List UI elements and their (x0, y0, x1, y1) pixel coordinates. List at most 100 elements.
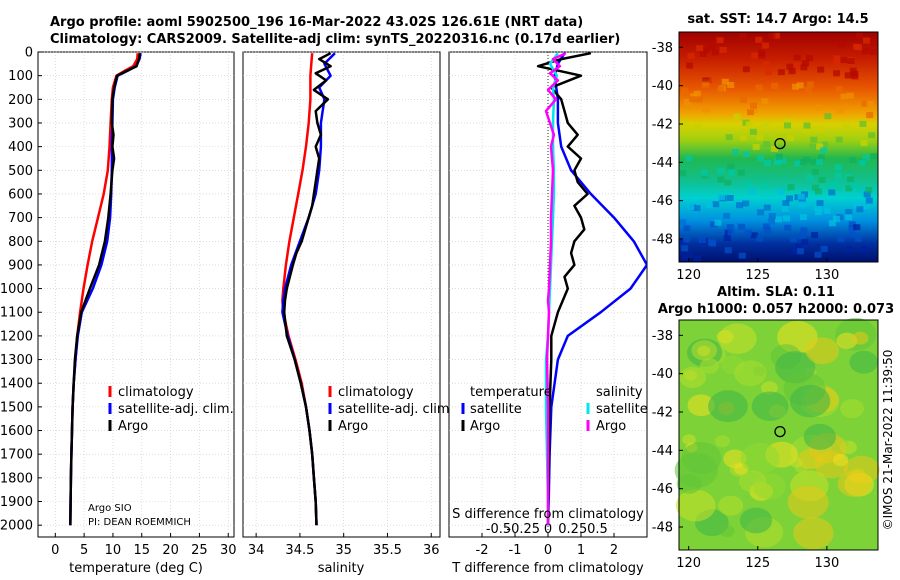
sla-blob (789, 457, 803, 468)
sst-pixel (739, 32, 747, 39)
sst-pixel (856, 206, 864, 213)
sst-pixel (708, 43, 716, 50)
sla-map-ticks: 120 125 130 -38 -40 -42 -44 -46 -48 (652, 329, 840, 571)
series-argo (69, 52, 142, 526)
sst-pixel (689, 96, 697, 103)
sst-pixel (685, 155, 693, 162)
sst-pixel (838, 41, 846, 48)
sst-pixel (764, 69, 772, 76)
difference-lines (536, 52, 647, 526)
sst-pixel (789, 236, 797, 243)
sst-pixel (783, 215, 790, 222)
sst-pixel (862, 154, 870, 161)
sst-pixel (772, 32, 780, 39)
series-s-satellite (544, 52, 559, 526)
depth-tick-label: 1100 (0, 306, 33, 321)
sst-pixel (745, 180, 753, 187)
sst-pixel (755, 84, 763, 91)
sst-pixel (682, 236, 690, 243)
sst-pixel (814, 204, 821, 211)
sst-pixel (745, 121, 753, 128)
sla-blob (718, 323, 757, 355)
xtick-label: 10 (105, 543, 122, 558)
argo-pi: PI: DEAN ROEMMICH (88, 517, 191, 528)
sst-pixel (835, 86, 843, 93)
sst-pixel (837, 236, 845, 243)
depth-tick-label: 300 (8, 116, 33, 131)
sst-pixel (803, 122, 811, 129)
sst-pixel (804, 86, 812, 93)
sst-pixel (727, 82, 735, 88)
sst-pixel (810, 136, 818, 143)
legend-argo: Argo (338, 419, 368, 434)
sla-blob (681, 442, 722, 475)
sst-pixel (834, 59, 841, 66)
legend-s-satellite: satellite (596, 402, 648, 417)
sst-pixel (793, 54, 801, 61)
sst-pixel (679, 170, 687, 177)
difference-panel: -2 -1 0 1 2 -0.5-0.25 0 0.25 0.5 temperature sa… (448, 51, 648, 576)
sst-pixel (859, 120, 867, 127)
sst-pixel (758, 49, 766, 56)
sst-pixel (738, 223, 746, 230)
sla-blob (676, 473, 702, 494)
xtick-label: 35 (335, 543, 352, 558)
sst-pixel (840, 57, 848, 63)
map-ytick-label: -40 (652, 367, 673, 382)
sst-pixel (784, 122, 791, 129)
sst-pixel (702, 77, 710, 84)
xtick-label: 0 (544, 543, 552, 558)
sst-pixel (809, 143, 817, 150)
sst-pixel (862, 203, 870, 210)
sst-pixel (835, 136, 843, 143)
sst-pixel (862, 48, 870, 55)
sst-pixel (845, 214, 853, 221)
map-ytick-label: -46 (652, 194, 673, 209)
sst-map-title: sat. SST: 14.7 Argo: 14.5 (687, 12, 868, 27)
sst-pixel (786, 63, 794, 70)
sla-blob (691, 340, 717, 361)
depth-tick-label: 1400 (0, 377, 33, 392)
legend-salinity-title: salinity (596, 385, 643, 400)
sst-pixel (761, 98, 769, 105)
depth-tick-label: 900 (8, 258, 33, 273)
figure-title-line1: Argo profile: aoml 5902500_196 16-Mar-20… (50, 15, 584, 30)
imos-credit: ©IMOS 21-Mar-2022 11:39:50 (881, 350, 895, 531)
temperature-axes-frame (37, 51, 235, 538)
map-ytick-label: -40 (652, 79, 673, 94)
sst-pixel (724, 179, 732, 186)
sst-pixel (738, 252, 746, 259)
map-ytick-label: -38 (652, 329, 673, 344)
sst-pixel (762, 223, 770, 230)
sla-blob (675, 489, 716, 522)
sst-pixel (721, 78, 729, 85)
sst-pixel (784, 224, 792, 231)
sla-map-frame (678, 319, 879, 551)
sst-pixel (814, 188, 822, 195)
sst-pixel (749, 128, 757, 135)
sst-pixel (750, 102, 757, 109)
sst-pixel (768, 32, 776, 39)
sst-pixel (742, 151, 750, 158)
sla-blob (723, 449, 747, 469)
sst-pixel (737, 169, 745, 176)
sst-pixel (812, 126, 820, 133)
sst-map-frame (678, 31, 879, 263)
sst-pixel (845, 209, 853, 216)
map-ytick-label: -48 (652, 233, 673, 248)
depth-tick-label: 800 (8, 235, 33, 250)
sst-pixel (832, 180, 840, 187)
sst-pixel (828, 220, 836, 227)
sst-pixel (820, 246, 828, 252)
legend-climatology: climatology (118, 385, 194, 400)
sst-pixel (693, 205, 701, 212)
sst-pixel (869, 48, 877, 55)
legend-satellite: satellite-adj. clim. (338, 402, 454, 417)
sst-pixel (701, 170, 708, 177)
sst-pixel (818, 176, 826, 183)
sst-pixel (723, 212, 731, 219)
xtick-label: -2 (476, 543, 489, 558)
sst-pixel (817, 66, 825, 73)
sst-pixel (786, 195, 793, 202)
sst-pixel (706, 202, 714, 209)
